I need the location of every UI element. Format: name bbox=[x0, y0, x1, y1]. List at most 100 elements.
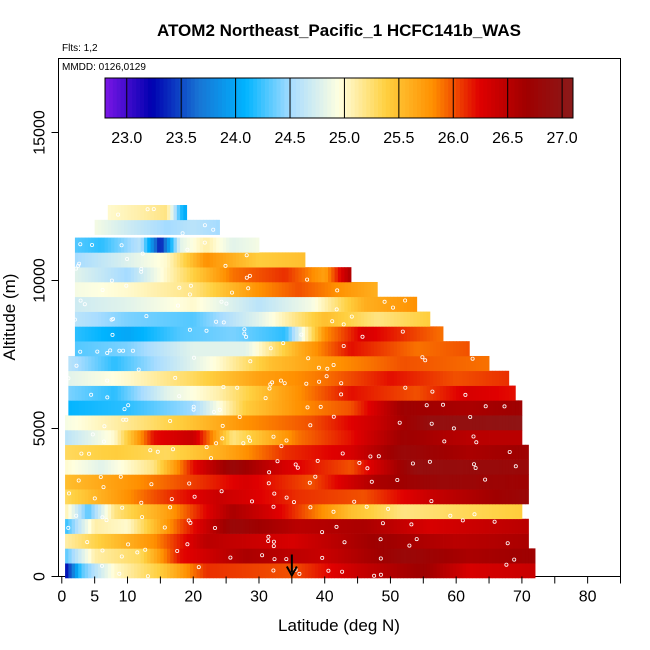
heatmap-cell bbox=[357, 341, 362, 357]
heatmap-cell bbox=[505, 400, 510, 416]
heatmap-cell bbox=[390, 415, 395, 431]
heatmap-cell bbox=[147, 281, 151, 298]
colorbar-segment bbox=[151, 78, 157, 118]
heatmap-cell bbox=[400, 459, 404, 475]
heatmap-cell bbox=[291, 400, 296, 416]
colorbar-segment bbox=[545, 78, 551, 118]
heatmap-cell bbox=[367, 281, 372, 298]
heatmap-cell bbox=[383, 459, 388, 475]
heatmap-cell bbox=[229, 296, 234, 312]
heatmap-cell bbox=[436, 474, 441, 490]
sample-point bbox=[249, 499, 254, 504]
heatmap-cell bbox=[429, 503, 434, 520]
heatmap-cell bbox=[157, 205, 161, 221]
heatmap-cell bbox=[219, 459, 224, 475]
heatmap-cell bbox=[489, 548, 493, 564]
heatmap-cell bbox=[288, 267, 293, 283]
heatmap-cell bbox=[469, 370, 474, 386]
heatmap-cell bbox=[262, 370, 266, 386]
heatmap-cell bbox=[354, 503, 358, 520]
heatmap-cell bbox=[314, 326, 319, 342]
sample-point bbox=[378, 572, 383, 577]
heatmap-cell bbox=[265, 326, 270, 342]
sample-point bbox=[429, 421, 434, 426]
heatmap-cell bbox=[291, 474, 296, 490]
heatmap-cell bbox=[127, 459, 132, 475]
heatmap-cell bbox=[288, 252, 293, 268]
sample-point bbox=[100, 287, 105, 292]
heatmap-cell bbox=[420, 518, 424, 534]
heatmap-cell bbox=[232, 518, 237, 534]
heatmap-cell bbox=[272, 252, 276, 268]
heatmap-cell bbox=[393, 385, 398, 401]
heatmap-cell bbox=[374, 548, 378, 564]
heatmap-cell bbox=[304, 474, 309, 490]
heatmap-cell bbox=[84, 370, 89, 386]
heatmap-cell bbox=[426, 385, 431, 401]
sample-point bbox=[246, 435, 251, 440]
heatmap-cell bbox=[104, 341, 109, 357]
heatmap-cell bbox=[245, 267, 250, 283]
heatmap-cell bbox=[304, 503, 309, 520]
heatmap-cell bbox=[229, 252, 234, 268]
heatmap-cell bbox=[406, 429, 411, 446]
heatmap-cell bbox=[285, 252, 289, 268]
sample-point bbox=[339, 381, 344, 386]
heatmap-cell bbox=[456, 548, 460, 564]
heatmap-cell bbox=[268, 548, 273, 564]
colorbar-segment bbox=[272, 78, 278, 118]
heatmap-cell bbox=[469, 503, 474, 520]
colorbar-segment bbox=[167, 78, 172, 118]
heatmap-cell bbox=[449, 459, 454, 475]
heatmap-cell bbox=[380, 341, 385, 357]
heatmap-cell bbox=[242, 296, 247, 312]
heatmap-cell bbox=[439, 385, 444, 401]
heatmap-cell bbox=[301, 548, 306, 564]
heatmap-cell bbox=[255, 548, 260, 564]
heatmap-cell bbox=[189, 219, 194, 235]
heatmap-cell bbox=[127, 548, 132, 564]
heatmap-cell bbox=[255, 503, 260, 520]
heatmap-cell bbox=[101, 341, 105, 357]
sample-point bbox=[471, 434, 476, 439]
heatmap-cell bbox=[183, 429, 188, 446]
heatmap-cell bbox=[518, 518, 523, 534]
heatmap-cell bbox=[443, 474, 447, 490]
heatmap-cell bbox=[495, 518, 500, 534]
sample-point bbox=[124, 283, 129, 288]
heatmap-cell bbox=[166, 205, 171, 221]
heatmap-cell bbox=[258, 474, 263, 490]
heatmap-cell bbox=[134, 219, 138, 235]
heatmap-cell bbox=[357, 370, 362, 386]
heatmap-cell bbox=[304, 326, 309, 342]
heatmap-cell bbox=[124, 370, 128, 386]
heatmap-cell bbox=[281, 281, 286, 298]
heatmap-cell bbox=[295, 459, 299, 475]
sample-point bbox=[305, 405, 310, 410]
heatmap-cell bbox=[466, 370, 470, 386]
heatmap-cell bbox=[393, 296, 398, 312]
heatmap-cell bbox=[420, 489, 424, 505]
heatmap-cell bbox=[183, 326, 188, 342]
heatmap-cell bbox=[104, 219, 109, 235]
heatmap-cell bbox=[255, 474, 260, 490]
heatmap-cell bbox=[482, 400, 487, 416]
heatmap-row bbox=[74, 267, 352, 283]
heatmap-cell bbox=[222, 400, 227, 416]
heatmap-cell bbox=[298, 489, 303, 505]
colorbar-segment bbox=[300, 78, 305, 118]
sample-point bbox=[244, 253, 249, 258]
heatmap-cell bbox=[314, 355, 319, 372]
heatmap-cell bbox=[242, 252, 247, 268]
heatmap-cell bbox=[127, 518, 132, 534]
heatmap-cell bbox=[111, 518, 115, 534]
heatmap-cell bbox=[462, 503, 467, 520]
heatmap-cell bbox=[114, 503, 119, 520]
heatmap-cell bbox=[199, 326, 204, 342]
heatmap-cell bbox=[193, 518, 197, 534]
heatmap-cell bbox=[176, 341, 181, 357]
heatmap-cell bbox=[341, 370, 345, 386]
heatmap-cell bbox=[124, 385, 128, 401]
heatmap-cell bbox=[216, 400, 220, 416]
x-tick-label: 80 bbox=[579, 589, 597, 606]
